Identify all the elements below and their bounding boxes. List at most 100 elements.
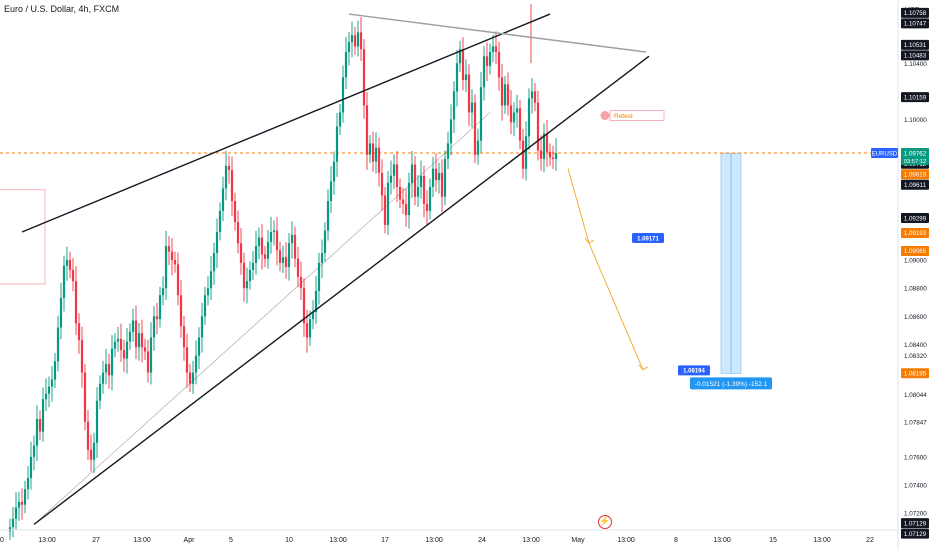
candle xyxy=(122,339,126,372)
candle xyxy=(329,166,333,213)
candle xyxy=(38,410,42,441)
time-tick: Apr xyxy=(184,537,196,544)
candle xyxy=(335,113,339,177)
candle-body xyxy=(215,231,219,254)
candle xyxy=(368,134,372,164)
candle xyxy=(365,91,369,170)
candle xyxy=(131,308,135,342)
candle xyxy=(227,155,231,184)
candle-body xyxy=(398,186,402,200)
candle-body xyxy=(410,164,414,183)
candle-body xyxy=(401,199,405,204)
candle-body xyxy=(134,320,138,348)
candle xyxy=(290,221,294,259)
candle xyxy=(251,251,255,281)
candle-body xyxy=(509,105,513,123)
candle xyxy=(92,432,96,474)
candle-body xyxy=(485,56,489,67)
candle-body xyxy=(338,112,342,127)
candle xyxy=(437,162,441,194)
candle-body xyxy=(146,351,150,373)
candle-body xyxy=(50,379,54,387)
candle xyxy=(101,360,105,394)
candle-body xyxy=(275,230,279,251)
candle-body xyxy=(62,265,66,299)
candle-body xyxy=(416,186,420,197)
candle-body xyxy=(101,372,105,384)
candle xyxy=(548,143,552,166)
candle xyxy=(116,326,120,352)
candle-body xyxy=(17,501,21,508)
candle xyxy=(74,265,78,336)
candle xyxy=(353,26,357,55)
candle-body xyxy=(353,35,357,47)
candle-body xyxy=(104,364,108,373)
range-box xyxy=(0,189,46,285)
candle-body xyxy=(176,264,180,296)
candle xyxy=(404,188,408,227)
candle-body xyxy=(359,32,363,50)
price-badge-label: 1.09299 xyxy=(904,215,927,222)
price-badge-label: 1.10531 xyxy=(904,42,927,49)
candle-body xyxy=(218,210,222,232)
lightning-logo-icon[interactable]: ⚡ xyxy=(598,515,612,529)
candle xyxy=(194,340,198,385)
candle-body xyxy=(245,281,249,289)
candle-body xyxy=(128,331,132,342)
candle xyxy=(416,175,420,207)
candle-body xyxy=(464,74,468,81)
time-tick: 13:00 xyxy=(329,537,347,544)
candle xyxy=(539,135,543,171)
candle xyxy=(104,348,108,385)
candle xyxy=(374,132,378,174)
candle-body xyxy=(182,326,186,348)
candle-body xyxy=(407,182,411,216)
candle-body xyxy=(374,147,378,162)
price-tick: 1.07400 xyxy=(904,483,927,490)
candle xyxy=(17,491,21,522)
candle-body xyxy=(221,188,225,211)
candle xyxy=(26,466,30,500)
candle-body xyxy=(164,246,168,289)
candle xyxy=(272,220,276,246)
candle-body xyxy=(356,32,360,47)
candle xyxy=(233,192,237,231)
candle xyxy=(302,278,306,337)
candle xyxy=(395,150,399,203)
candle xyxy=(479,71,483,153)
candle-body xyxy=(248,269,252,282)
candle xyxy=(410,150,414,198)
candle-body xyxy=(440,172,444,197)
candle-body xyxy=(497,52,501,78)
candle xyxy=(134,305,138,360)
candle xyxy=(359,17,363,62)
candle xyxy=(458,40,462,72)
candle xyxy=(284,242,288,279)
candle-body xyxy=(476,140,480,155)
price-badge-box xyxy=(901,179,929,190)
candle xyxy=(338,104,342,135)
candle-body xyxy=(446,143,450,159)
candle-body xyxy=(32,445,36,457)
candle-body xyxy=(362,49,366,106)
candle-body xyxy=(305,323,309,338)
candle xyxy=(128,323,132,351)
candle-body xyxy=(233,201,237,223)
candle-body xyxy=(290,234,294,244)
price-badge-label: 1.10747 xyxy=(904,21,927,28)
candle xyxy=(452,81,456,133)
candle-body xyxy=(35,418,39,446)
candle-body xyxy=(539,150,543,159)
candle xyxy=(269,216,273,254)
candle xyxy=(314,275,318,324)
candle-body xyxy=(11,518,15,528)
candle xyxy=(419,160,423,199)
candle xyxy=(278,241,282,272)
candle xyxy=(164,230,168,301)
candle-body xyxy=(479,87,483,141)
candle-body xyxy=(41,399,45,432)
price-badge: 1.07129 xyxy=(901,528,929,539)
candle-body xyxy=(65,260,69,266)
